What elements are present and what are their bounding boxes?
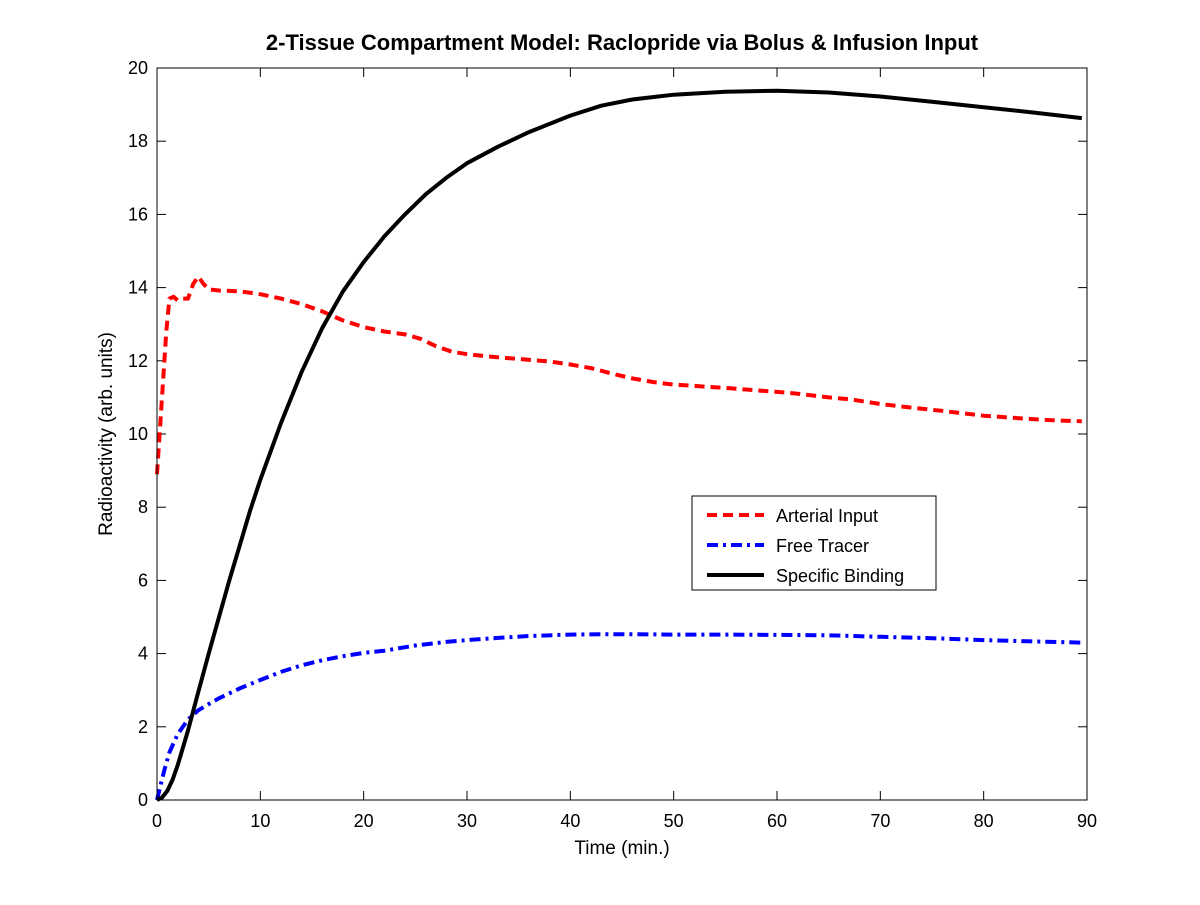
y-tick-label: 12 xyxy=(128,351,148,371)
legend-label: Specific Binding xyxy=(776,566,904,586)
series-line-arterial-input xyxy=(155,274,1082,475)
y-tick-label: 10 xyxy=(128,424,148,444)
x-tick-label: 10 xyxy=(250,811,270,831)
legend: Arterial Input Free Tracer Specific Bindin… xyxy=(691,495,937,591)
x-tick-label: 0 xyxy=(152,811,162,831)
legend-label: Free Tracer xyxy=(776,536,869,556)
series-line-free-tracer xyxy=(155,632,1082,801)
y-tick-label: 14 xyxy=(128,278,148,298)
axis-ticks: 0 10 20 30 40 50 60 70 80 90 0 2 4 6 8 10 12 14 16 18 20 xyxy=(128,58,1097,831)
y-tick-label: 20 xyxy=(128,58,148,78)
plot-area xyxy=(157,68,1087,800)
series-layer xyxy=(155,88,1083,802)
y-tick-label: 8 xyxy=(138,497,148,517)
y-tick-label: 4 xyxy=(138,644,148,664)
x-tick-label: 30 xyxy=(457,811,477,831)
y-tick-label: 2 xyxy=(138,717,148,737)
x-tick-label: 60 xyxy=(767,811,787,831)
series-line-specific-binding xyxy=(156,88,1083,802)
y-axis-label: Radioactivity (arb. units) xyxy=(96,332,117,536)
chart-title: 2-Tissue Compartment Model: Raclopride v… xyxy=(266,30,979,55)
x-tick-label: 50 xyxy=(664,811,684,831)
y-tick-label: 0 xyxy=(138,790,148,810)
x-tick-label: 90 xyxy=(1077,811,1097,831)
legend-label: Arterial Input xyxy=(776,506,878,526)
x-tick-label: 70 xyxy=(870,811,890,831)
x-tick-label: 80 xyxy=(974,811,994,831)
x-tick-label: 20 xyxy=(354,811,374,831)
plot-frame xyxy=(156,67,1088,801)
y-tick-label: 6 xyxy=(138,570,148,590)
y-tick-label: 16 xyxy=(128,204,148,224)
x-tick-label: 40 xyxy=(560,811,580,831)
y-tick-label: 18 xyxy=(128,131,148,151)
x-axis-label: Time (min.) xyxy=(574,838,669,859)
